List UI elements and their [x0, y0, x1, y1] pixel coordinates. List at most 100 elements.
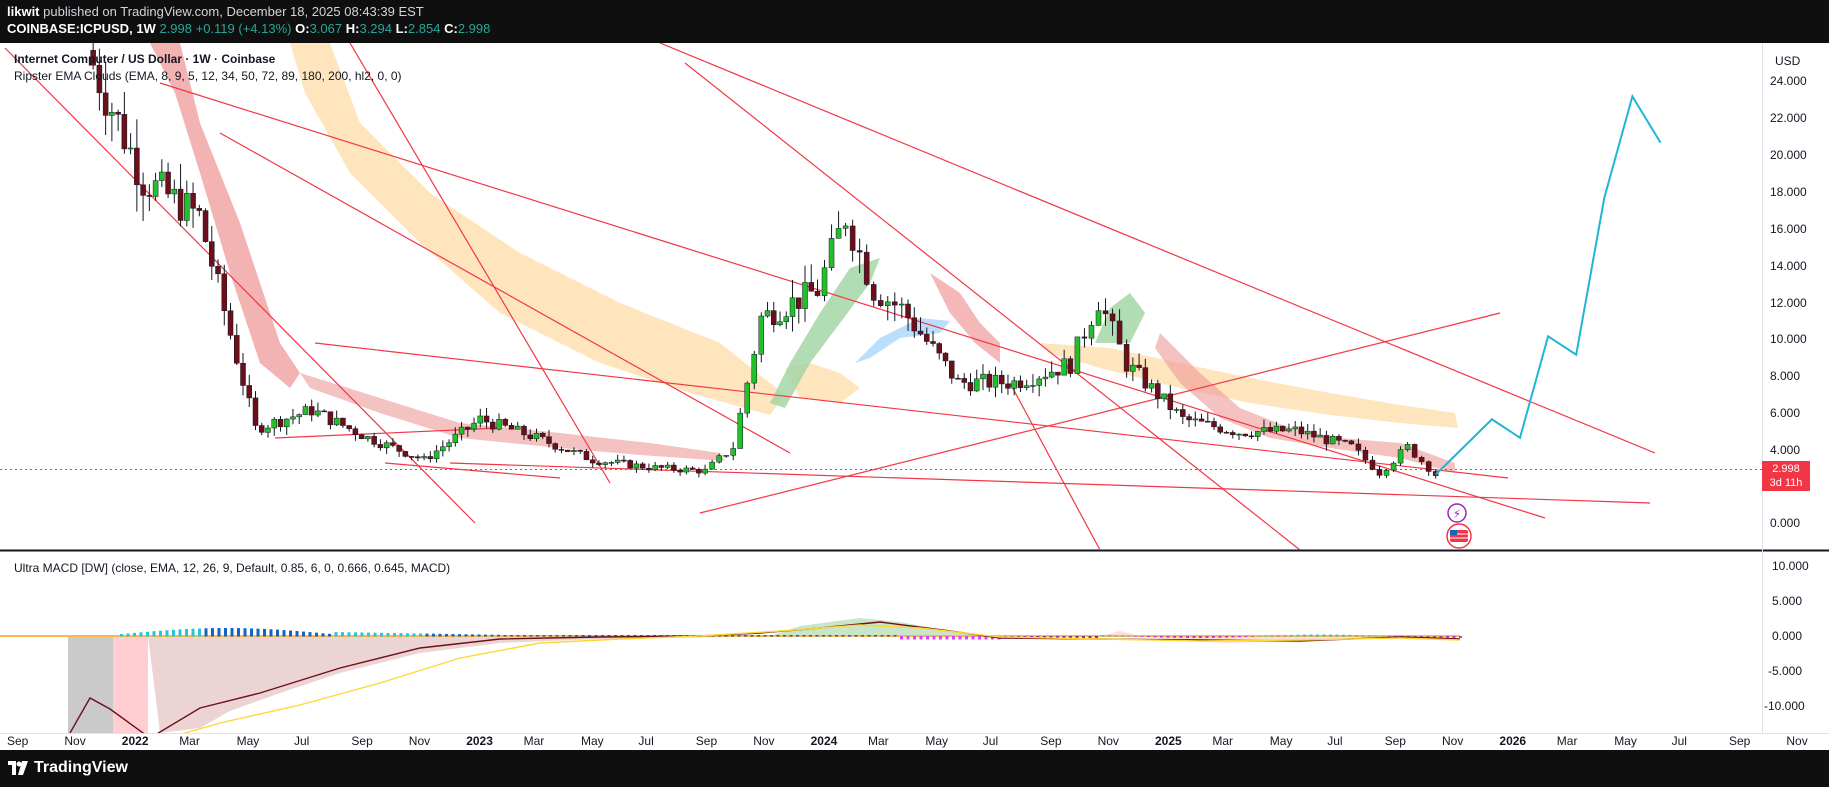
macd-histogram-bar	[594, 635, 598, 637]
candle	[627, 460, 633, 469]
candle	[377, 444, 384, 449]
candle	[1404, 444, 1411, 450]
chart-title: Internet Computer / US Dollar · 1W · Coi…	[14, 52, 276, 66]
macd-histogram-bar	[204, 628, 208, 637]
macd-red-fill	[148, 636, 800, 733]
macd-histogram-bar	[763, 635, 767, 637]
macd-histogram-bar	[757, 635, 760, 637]
macd-histogram-bar	[334, 632, 338, 637]
candle	[917, 330, 924, 335]
candle	[302, 406, 309, 415]
candle	[789, 297, 796, 317]
time-tick: Sep	[7, 734, 29, 748]
candle	[215, 266, 221, 275]
macd-histogram-bar	[1166, 636, 1170, 638]
candle	[1211, 421, 1217, 428]
macd-histogram-bar	[1062, 636, 1066, 638]
macd-histogram-bar	[516, 635, 520, 637]
candle	[1036, 378, 1042, 386]
candle	[1095, 310, 1102, 326]
macd-histogram-bar	[1452, 636, 1456, 638]
candle	[1067, 358, 1074, 374]
candle	[1230, 432, 1236, 435]
time-tick: Sep	[351, 734, 373, 748]
macd-tick: 0.000	[1772, 629, 1802, 643]
candle	[1248, 435, 1255, 438]
indicator-legend-ema[interactable]: Ripster EMA Clouds (EMA, 8, 9, 5, 12, 34…	[14, 69, 402, 83]
candle	[96, 64, 103, 94]
candle	[1136, 364, 1142, 368]
candle	[892, 301, 898, 306]
macd-histogram-bar	[1342, 634, 1345, 637]
time-tick: Jul	[1327, 734, 1342, 748]
macd-histogram-bar	[919, 636, 923, 640]
candle	[899, 303, 905, 306]
time-axis[interactable]: Sep Nov 2022 Mar May Jul Sep Nov 2023 Mar May Jul Se…	[7, 734, 1808, 748]
macd-histogram-bar	[1244, 636, 1248, 637]
candle	[383, 442, 390, 449]
macd-histogram-bar	[289, 630, 292, 637]
macd-histogram-bar	[237, 628, 240, 637]
macd-histogram-bar	[1114, 635, 1118, 637]
candle	[1317, 435, 1323, 438]
chart-legend[interactable]: Internet Computer / US Dollar · 1W · Coi…	[14, 52, 275, 66]
candle	[1055, 371, 1061, 376]
price-projection-line[interactable]	[1434, 93, 1662, 476]
macd-histogram-bar	[1199, 636, 1202, 638]
symbol-ohlc: COINBASE:ICPUSD, 1W 2.998 +0.119 (+4.13%…	[7, 21, 491, 36]
candle	[234, 335, 240, 364]
macd-histogram-bar	[250, 628, 253, 637]
macd-histogram-bar	[1413, 636, 1417, 638]
macd-histogram-bar	[926, 636, 929, 640]
price-scale[interactable]: USD 24.000 22.000 20.000 18.000 16.000 1…	[1770, 54, 1807, 530]
event-markers[interactable]: ⚡	[1446, 503, 1472, 549]
candle	[723, 455, 729, 457]
candle	[315, 410, 321, 416]
candle	[1425, 461, 1432, 472]
candle	[1217, 426, 1224, 433]
macd-histogram-bar	[835, 635, 838, 637]
candle	[1267, 427, 1273, 432]
low-label: L:	[395, 21, 408, 36]
macd-histogram-bar	[1329, 634, 1332, 637]
time-tick: Nov	[1098, 734, 1119, 748]
tradingview-logo[interactable]: TradingView	[8, 759, 128, 777]
candle	[683, 467, 690, 473]
candle	[1109, 313, 1116, 322]
macd-histogram-bar	[822, 635, 825, 637]
candle	[730, 448, 736, 456]
candle	[835, 228, 842, 239]
macd-histogram-bar	[1394, 636, 1397, 637]
ema-cloud-red-2024	[930, 273, 1000, 363]
macd-histogram-bar	[555, 635, 559, 637]
macd-histogram-bar	[1277, 635, 1280, 637]
published-text: published on TradingView.com, December 1…	[43, 4, 424, 19]
chart-canvas[interactable]: ⚡ USD 24.000 22.000 20.000 18.000 16.000…	[0, 43, 1829, 750]
macd-histogram-bar	[178, 629, 182, 637]
time-tick: May	[1270, 734, 1293, 748]
candle	[333, 417, 340, 426]
macd-histogram-bar	[1049, 636, 1053, 638]
macd-scale[interactable]: 10.000 5.000 0.000 -5.000 -10.000	[1764, 559, 1809, 713]
candle	[802, 282, 808, 309]
candle	[1148, 383, 1155, 389]
candle	[1081, 336, 1088, 339]
candle	[1198, 418, 1205, 422]
candle	[949, 360, 955, 379]
candle	[458, 426, 465, 435]
macd-histogram-bar	[588, 635, 591, 637]
macd-histogram-bar	[438, 633, 442, 637]
macd-histogram-bar	[523, 635, 526, 637]
author-name[interactable]: likwit	[7, 4, 40, 19]
candle	[134, 147, 140, 186]
time-tick: Mar	[868, 734, 889, 748]
candle	[1236, 433, 1242, 436]
macd-histogram-bar	[263, 628, 266, 637]
candle	[346, 425, 352, 429]
bolt-icon[interactable]	[1447, 503, 1467, 523]
candle	[102, 92, 109, 116]
signal-line[interactable]	[150, 624, 1461, 743]
candle	[814, 290, 821, 296]
candle	[992, 374, 999, 388]
indicator-legend-macd[interactable]: Ultra MACD [DW] (close, EMA, 12, 26, 9, …	[14, 561, 451, 575]
